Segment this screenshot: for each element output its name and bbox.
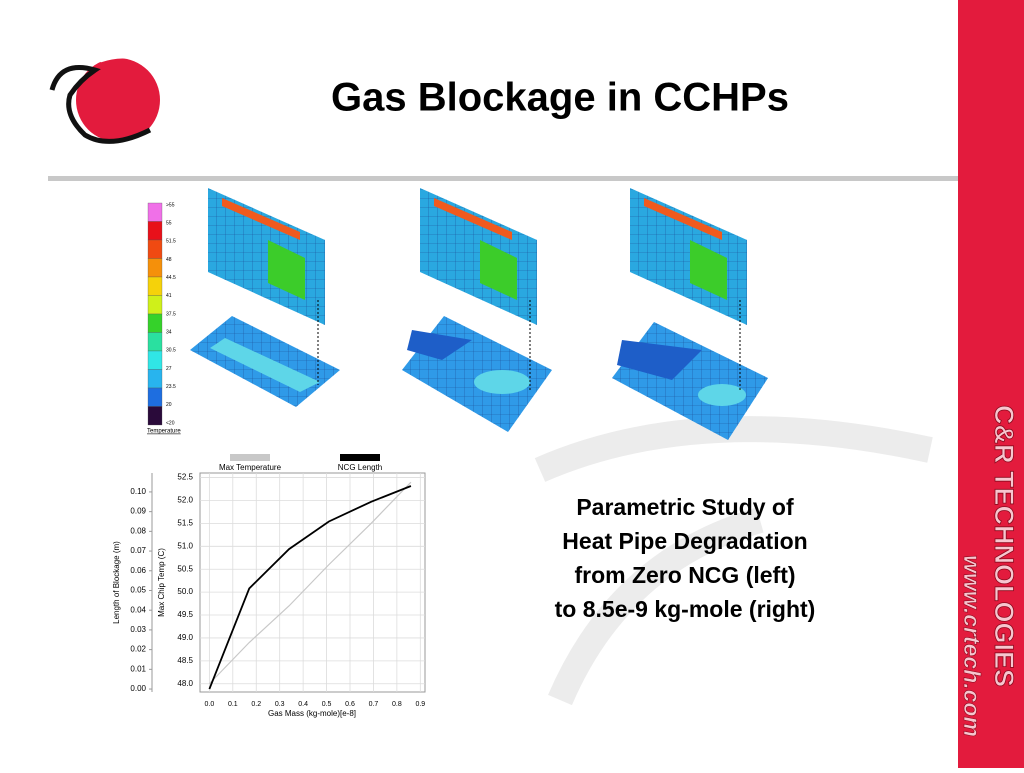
sidebar — [958, 0, 1024, 768]
legend-label: NCG Length — [338, 463, 382, 472]
y-tick-label: 0.02 — [130, 645, 146, 654]
y2-tick-label: 49.5 — [177, 610, 193, 619]
color-swatch — [147, 387, 163, 407]
y-axis-title: Length of Blockage (m) — [112, 541, 121, 624]
x-tick-label: 0.1 — [228, 701, 238, 708]
y-tick-label: 0.01 — [130, 664, 146, 673]
colorbar-title: Temperature — [147, 429, 181, 435]
chart: 0.0 0.1 0.2 0.3 0.4 0.5 0.6 0.7 0.8 0.9 0.00 0.01 0.… — [112, 454, 425, 718]
color-swatch — [147, 221, 163, 241]
y2-tick-label: 51.0 — [177, 541, 193, 550]
x-axis-title: Gas Mass (kg-mole)[e-8] — [268, 709, 356, 718]
x-tick-label: 0.2 — [251, 701, 261, 708]
company-name: C&R TECHNOLOGIES — [989, 405, 1019, 687]
x-tick-label: 0.3 — [275, 701, 285, 708]
slide-title: Gas Blockage in CCHPs — [331, 76, 789, 120]
legend-swatch — [230, 454, 270, 461]
color-swatch — [147, 295, 163, 315]
x-tick-label: 0.6 — [345, 701, 355, 708]
caption-line: Heat Pipe Degradation — [562, 528, 807, 554]
y-tick-label: 0.09 — [130, 507, 146, 516]
caption-line: Parametric Study of — [576, 494, 794, 520]
y-tick-label: 0.08 — [130, 526, 146, 535]
y-tick-label: 0.03 — [130, 625, 146, 634]
y-tick-label: 0.06 — [130, 566, 146, 575]
y2-tick-label: 51.5 — [177, 519, 193, 528]
x-tick-label: 0.7 — [369, 701, 379, 708]
colorbar-label: 44.5 — [166, 275, 176, 281]
color-swatch — [147, 276, 163, 296]
plot-frame — [199, 472, 426, 693]
color-swatch — [147, 350, 163, 370]
series-line — [208, 481, 412, 685]
y-tick-label: 0.04 — [130, 605, 146, 614]
colorbar-label: 30.5 — [166, 348, 176, 354]
y-tick-label: 0.00 — [130, 684, 146, 693]
y-tick-label: 0.10 — [130, 487, 146, 496]
colorbar-label: 41 — [166, 293, 172, 299]
company-url: www.crtech.com — [959, 555, 985, 737]
colorbar: >55 55 51.5 48 44.5 41 37.5 34 30.5 27 23.5 20 <20 Te… — [147, 202, 181, 434]
y2-tick-label: 50.5 — [177, 564, 193, 573]
color-swatch — [147, 332, 163, 352]
y2-tick-label: 48.5 — [177, 656, 193, 665]
logo — [49, 53, 160, 144]
color-swatch — [147, 202, 163, 222]
divider — [48, 176, 958, 181]
caption: Parametric Study of Heat Pipe Degradation… — [555, 494, 816, 622]
colorbar-label: 20 — [166, 402, 172, 408]
x-tick-label: 0.0 — [205, 701, 215, 708]
caption-line: from Zero NCG (left) — [574, 562, 795, 588]
colorbar-label: 34 — [166, 329, 172, 335]
color-swatch — [147, 406, 163, 426]
y2-tick-label: 52.5 — [177, 473, 193, 482]
y2-axis-title: Max Chip Temp (C) — [157, 548, 166, 617]
colorbar-label: 55 — [166, 220, 172, 226]
y-tick-label: 0.07 — [130, 546, 146, 555]
color-swatch — [147, 258, 163, 278]
colorbar-label: <20 — [166, 420, 175, 426]
legend-label: Max Temperature — [219, 463, 282, 472]
colorbar-label: >55 — [166, 202, 175, 208]
colorbar-label: 48 — [166, 257, 172, 263]
y2-tick-label: 50.0 — [177, 587, 193, 596]
thermal-plots — [190, 188, 768, 440]
color-swatch — [147, 313, 163, 333]
y2-tick-label: 49.0 — [177, 633, 193, 642]
x-tick-label: 0.9 — [415, 701, 425, 708]
colorbar-label: 51.5 — [166, 239, 176, 245]
legend-swatch — [340, 454, 380, 461]
colorbar-label: 37.5 — [166, 311, 176, 317]
colorbar-label: 23.5 — [166, 384, 176, 390]
series-line — [208, 485, 412, 690]
y-tick-label: 0.05 — [130, 586, 146, 595]
y2-tick-label: 48.0 — [177, 679, 193, 688]
caption-line: to 8.5e-9 kg-mole (right) — [555, 596, 816, 622]
color-swatch — [147, 369, 163, 389]
x-tick-label: 0.8 — [392, 701, 402, 708]
y2-tick-label: 52.0 — [177, 496, 193, 505]
colorbar-label: 27 — [166, 366, 172, 372]
color-swatch — [147, 239, 163, 259]
x-tick-label: 0.4 — [298, 701, 308, 708]
x-tick-label: 0.5 — [322, 701, 332, 708]
